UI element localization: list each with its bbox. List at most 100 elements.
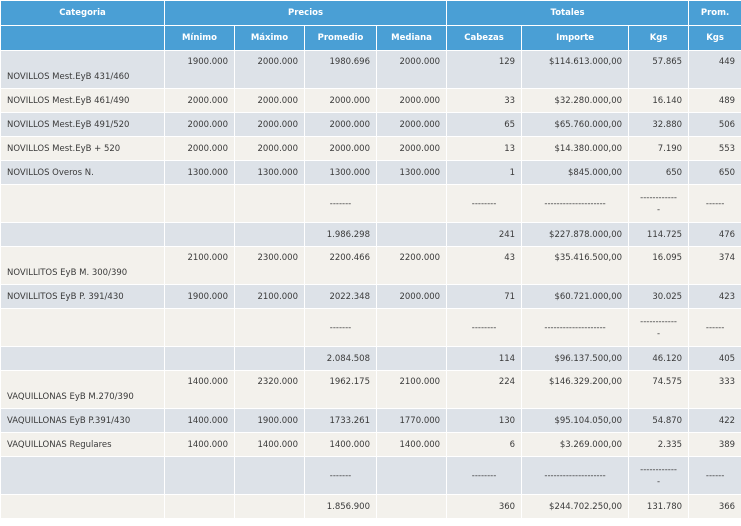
blank-cell — [234, 184, 305, 223]
cabezas-cell: 13 — [446, 136, 523, 161]
prom-kgs-cell: 333 — [688, 370, 741, 409]
promedio-cell: 2000.000 — [304, 88, 377, 113]
subtotal-cabezas: 114 — [446, 346, 523, 371]
header-group-row: Categoria Precios Totales Prom. — [0, 0, 741, 26]
category-cell: VAQUILLONAS Regulares — [0, 432, 165, 457]
blank-cell — [375, 308, 448, 347]
blank-cell — [375, 494, 448, 519]
blank-cell — [234, 346, 305, 371]
cabezas-cell: 33 — [446, 88, 523, 113]
header-minimo: Mínimo — [164, 25, 235, 51]
minimo-cell: 2000.000 — [164, 136, 235, 161]
promedio-dashes: ------- — [304, 456, 377, 495]
kgs-cell: 16.140 — [628, 88, 690, 113]
promedio-cell: 1300.000 — [304, 160, 377, 185]
minimo-cell: 1400.000 — [164, 408, 235, 433]
mediana-cell: 2000.000 — [375, 88, 448, 113]
table-row: NOVILLITOS EyB M. 300/390 2100.000 2300.00… — [0, 246, 741, 285]
table-body: NOVILLOS Mest.EyB 431/460 1900.000 2000.00… — [0, 50, 741, 519]
blank-cell — [375, 456, 448, 495]
promedio-cell: 2200.466 — [304, 246, 377, 285]
importe-cell: $65.760.000,00 — [521, 112, 630, 137]
kgs-dashes: ------------ - — [628, 184, 690, 223]
subtotal-row: 1.856.900 360 $244.702.250,00 131.780 366 — [0, 494, 741, 519]
subtotal-importe: $227.878.000,00 — [521, 222, 630, 247]
header-kgs: Kgs — [628, 25, 690, 51]
header-categoria: Categoria — [0, 0, 165, 26]
kgs-cell: 54.870 — [628, 408, 690, 433]
table-row: VAQUILLONAS EyB M.270/390 1400.000 2320.00… — [0, 370, 741, 409]
blank-cell — [0, 456, 165, 495]
header-prom: Prom. — [688, 0, 741, 26]
promedio-cell: 1400.000 — [304, 432, 377, 457]
maximo-cell: 2320.000 — [234, 370, 305, 409]
category-cell: NOVILLOS Mest.EyB + 520 — [0, 136, 165, 161]
prom-kgs-cell: 389 — [688, 432, 741, 457]
promedio-dashes: ------- — [304, 184, 377, 223]
maximo-cell: 2000.000 — [234, 88, 305, 113]
category-cell: NOVILLOS Mest.EyB 431/460 — [0, 50, 165, 89]
blank-cell — [0, 184, 165, 223]
separator-row: ------- -------- -------------------- -----… — [0, 308, 741, 347]
prom-kgs-cell: 489 — [688, 88, 741, 113]
maximo-cell: 2300.000 — [234, 246, 305, 285]
subtotal-cabezas: 241 — [446, 222, 523, 247]
mediana-cell: 2000.000 — [375, 136, 448, 161]
promedio-cell: 1962.175 — [304, 370, 377, 409]
subtotal-kgs: 114.725 — [628, 222, 690, 247]
kgs-cell: 16.095 — [628, 246, 690, 285]
minimo-cell: 2000.000 — [164, 88, 235, 113]
minimo-cell: 2100.000 — [164, 246, 235, 285]
prom-kgs-cell: 449 — [688, 50, 741, 89]
minimo-cell: 2000.000 — [164, 112, 235, 137]
promedio-cell: 1980.696 — [304, 50, 377, 89]
separator-row: ------- -------- -------------------- -----… — [0, 456, 741, 495]
category-cell: NOVILLITOS EyB M. 300/390 — [0, 246, 165, 285]
blank-cell — [164, 222, 235, 247]
kgs-dashes: ------------ - — [628, 456, 690, 495]
header-column-row: Mínimo Máximo Promedio Mediana Cabezas I… — [0, 25, 741, 51]
mediana-cell: 1300.000 — [375, 160, 448, 185]
header-maximo: Máximo — [234, 25, 305, 51]
blank-cell — [0, 346, 165, 371]
promedio-cell: 2000.000 — [304, 112, 377, 137]
table-row: NOVILLOS Mest.EyB 491/520 2000.000 2000.00… — [0, 112, 741, 137]
blank-cell — [164, 494, 235, 519]
promedio-cell: 2022.348 — [304, 284, 377, 309]
table-row: NOVILLOS Overos N. 1300.000 1300.000 1300.0… — [0, 160, 741, 185]
subtotal-promedio: 2.084.508 — [304, 346, 377, 371]
importe-cell: $32.280.000,00 — [521, 88, 630, 113]
kgs-cell: 30.025 — [628, 284, 690, 309]
category-cell: NOVILLOS Mest.EyB 491/520 — [0, 112, 165, 137]
kgs-dash-line: ------------ — [640, 192, 677, 203]
header-importe: Importe — [521, 25, 630, 51]
maximo-cell: 2000.000 — [234, 136, 305, 161]
prom-kgs-dashes: ------ — [688, 184, 741, 223]
cabezas-cell: 130 — [446, 408, 523, 433]
table-row: VAQUILLONAS EyB P.391/430 1400.000 1900.00… — [0, 408, 741, 433]
cabezas-cell: 43 — [446, 246, 523, 285]
blank-cell — [234, 456, 305, 495]
separator-row: ------- -------- -------------------- -----… — [0, 184, 741, 223]
header-cabezas: Cabezas — [446, 25, 523, 51]
header-precios: Precios — [163, 0, 448, 26]
kgs-dash-tail: - — [657, 476, 661, 487]
prom-kgs-dashes: ------ — [688, 308, 741, 347]
maximo-cell: 2000.000 — [234, 50, 305, 89]
promedio-cell: 1733.261 — [304, 408, 377, 433]
minimo-cell: 1300.000 — [164, 160, 235, 185]
table-row: NOVILLOS Mest.EyB 461/490 2000.000 2000.00… — [0, 88, 741, 113]
subtotal-promedio: 1.856.900 — [304, 494, 377, 519]
blank-cell — [375, 184, 448, 223]
prom-kgs-cell: 553 — [688, 136, 741, 161]
importe-cell: $14.380.000,00 — [521, 136, 630, 161]
cabezas-dashes: -------- — [446, 456, 523, 495]
minimo-cell: 1400.000 — [164, 370, 235, 409]
kgs-dash-line: ------------ — [640, 316, 677, 327]
kgs-dash-tail: - — [657, 204, 661, 215]
subtotal-promedio: 1.986.298 — [304, 222, 377, 247]
minimo-cell: 1400.000 — [164, 432, 235, 457]
header-prom-kgs: Kgs — [688, 25, 741, 51]
mediana-cell: 2100.000 — [375, 370, 448, 409]
header-totales: Totales — [446, 0, 690, 26]
